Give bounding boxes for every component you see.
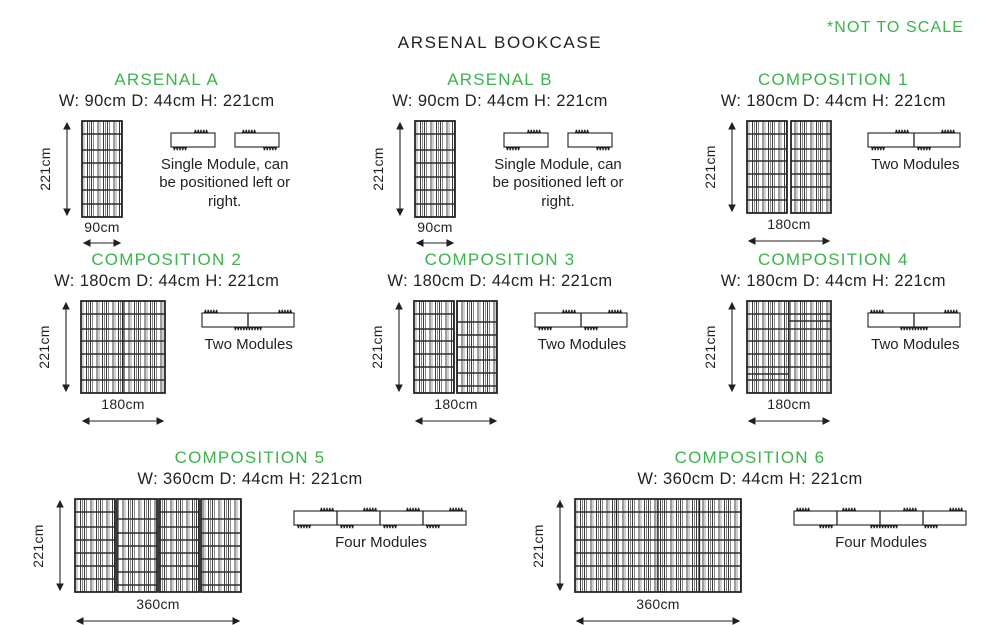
height-label: 221cm: [703, 325, 718, 369]
section-dimensions: W: 90cm D: 44cm H: 221cm: [392, 92, 608, 110]
module-top-view-right-icon: [567, 129, 613, 151]
section-composition-3: COMPOSITION 3 W: 180cm D: 44cm H: 221cm …: [333, 244, 666, 434]
height-label: 221cm: [531, 524, 546, 568]
section-dimensions: W: 90cm D: 44cm H: 221cm: [58, 92, 275, 110]
figure: 221cm 360cm: [531, 495, 969, 625]
section-title: COMPOSITION 1: [757, 70, 909, 89]
section-title: ARSENAL A: [114, 70, 219, 89]
section-arsenal-b: ARSENAL B W: 90cm D: 44cm H: 221cm 221cm…: [333, 64, 666, 253]
section-title: COMPOSITION 6: [674, 448, 826, 467]
module-caption: Two Modules: [871, 336, 960, 353]
page-title: ARSENAL BOOKCASE: [397, 33, 603, 52]
module-caption: Two Modules: [537, 336, 627, 353]
section-dimensions: W: 360cm D: 44cm H: 221cm: [137, 470, 363, 488]
not-to-scale-note: *NOT TO SCALE: [826, 19, 964, 36]
front-view-drawing: 221cm: [31, 498, 242, 625]
module-caption: Single Module, can be positioned left or…: [492, 156, 624, 210]
row-2: COMPOSITION 2 W: 180cm D: 44cm H: 221cm …: [0, 238, 1000, 434]
top-view-block: Two Modules: [867, 129, 963, 174]
section-title: ARSENAL B: [447, 70, 553, 89]
module-top-view-right-icon: [234, 129, 280, 151]
front-view-drawing: 221cm 180cm: [703, 300, 833, 425]
top-view-block: Two Modules: [867, 309, 963, 354]
row-1: ARSENAL A W: 90cm D: 44cm H: 221cm 221cm…: [0, 64, 1000, 247]
bookcase-front-art: [746, 120, 833, 214]
section-composition-1: COMPOSITION 1 W: 180cm D: 44cm H: 221cm …: [667, 64, 1000, 253]
bookcase-front-art: [414, 120, 456, 218]
width-label: 90cm: [417, 219, 452, 235]
front-view-drawing: 221cm 360cm: [531, 498, 742, 625]
row-3: COMPOSITION 5 W: 360cm D: 44cm H: 221cm …: [0, 434, 1000, 625]
front-view-drawing: 221cm 180cm: [37, 300, 166, 425]
section-composition-6: COMPOSITION 6 W: 360cm D: 44cm H: 221cm …: [500, 442, 1000, 625]
width-label: 180cm: [768, 216, 812, 232]
section-title: COMPOSITION 2: [91, 250, 242, 269]
module-top-view-left-icon: [170, 129, 216, 151]
modules-top-view-icon: [867, 309, 961, 331]
top-view-block: Single Module, can be positioned left or…: [154, 129, 296, 211]
top-view-icons: [170, 129, 280, 151]
modules-top-view-icon: [201, 309, 295, 331]
bookcase-front-art: [413, 300, 498, 394]
modules-top-view-icon: [534, 309, 628, 331]
figure: 221cm 180cm: [37, 297, 297, 431]
modules-top-view-icon: [293, 507, 467, 529]
front-view-drawing: 221cm 90cm: [38, 120, 123, 247]
figure: 221cm 180cm: [703, 297, 963, 431]
bookcase-front-art: [79, 300, 166, 394]
width-label: 180cm: [434, 396, 478, 412]
section-dimensions: W: 360cm D: 44cm H: 221cm: [637, 470, 863, 488]
section-title: COMPOSITION 5: [174, 448, 326, 467]
figure: 221cm 90cm: [38, 117, 296, 253]
width-label: 360cm: [636, 596, 680, 612]
top-view-icons: [503, 129, 613, 151]
modules-top-view-icon: [867, 129, 961, 151]
front-view-drawing: 221cm 90cm: [371, 120, 456, 247]
front-view-drawing: 221cm 180cm: [703, 120, 833, 245]
figure: 221cm 180cm: [703, 117, 963, 251]
height-label: 221cm: [31, 524, 46, 568]
height-label: 221cm: [38, 147, 53, 191]
section-title: COMPOSITION 3: [424, 250, 576, 269]
sections-grid: ARSENAL A W: 90cm D: 44cm H: 221cm 221cm…: [0, 64, 1000, 625]
width-label: 180cm: [768, 396, 812, 412]
top-view-block: Four Modules: [293, 507, 469, 552]
section-dimensions: W: 180cm D: 44cm H: 221cm: [387, 272, 613, 290]
top-view-block: Two Modules: [201, 309, 297, 354]
module-caption: Single Module, can be positioned left or…: [159, 156, 291, 210]
figure: 221cm 90cm: [371, 117, 629, 253]
section-arsenal-a: ARSENAL A W: 90cm D: 44cm H: 221cm 221cm…: [0, 64, 333, 253]
width-label: 90cm: [84, 219, 119, 235]
module-caption: Four Modules: [835, 534, 927, 551]
height-label: 221cm: [37, 325, 52, 369]
bookcase-front-art: [74, 498, 242, 593]
section-composition-4: COMPOSITION 4 W: 180cm D: 44cm H: 221cm …: [667, 244, 1000, 434]
top-view-block: Single Module, can be positioned left or…: [487, 129, 629, 211]
section-dimensions: W: 180cm D: 44cm H: 221cm: [54, 272, 280, 290]
front-view-drawing: 221cm 180cm: [370, 300, 498, 425]
section-composition-5: COMPOSITION 5 W: 360cm D: 44cm H: 221cm …: [0, 442, 500, 625]
module-caption: Four Modules: [335, 534, 427, 551]
height-label: 221cm: [370, 325, 385, 369]
top-view-block: Four Modules: [793, 507, 969, 552]
section-dimensions: W: 180cm D: 44cm H: 221cm: [720, 92, 946, 110]
modules-top-view-icon: [793, 507, 967, 529]
width-label: 180cm: [101, 396, 145, 412]
section-title: COMPOSITION 4: [757, 250, 909, 269]
bookcase-front-art: [574, 498, 742, 593]
section-composition-2: COMPOSITION 2 W: 180cm D: 44cm H: 221cm …: [0, 244, 333, 434]
module-top-view-left-icon: [503, 129, 549, 151]
top-view-block: Two Modules: [534, 309, 630, 354]
figure: 221cm: [31, 495, 469, 625]
figure: 221cm 180cm: [370, 297, 630, 431]
bookcase-front-art: [746, 300, 833, 394]
module-caption: Two Modules: [204, 336, 293, 353]
height-label: 221cm: [371, 147, 386, 191]
width-label: 360cm: [136, 596, 180, 612]
section-dimensions: W: 180cm D: 44cm H: 221cm: [720, 272, 946, 290]
bookcase-front-art: [80, 120, 123, 218]
module-caption: Two Modules: [871, 156, 960, 173]
height-label: 221cm: [703, 145, 718, 189]
